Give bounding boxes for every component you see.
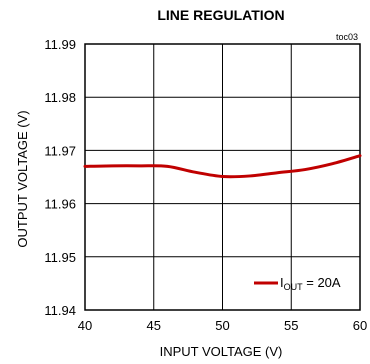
legend-label-sub: OUT — [284, 282, 304, 292]
y-tick-label: 11.95 — [44, 250, 76, 265]
legend-label-tail: = 20A — [303, 275, 341, 290]
series-layer — [83, 154, 362, 179]
x-tick-label: 40 — [78, 318, 92, 333]
y-tick-label: 11.98 — [44, 90, 76, 105]
legend: IOUT = 20A — [254, 275, 341, 292]
y-tick-label: 11.97 — [44, 143, 76, 158]
x-tick-label: 55 — [284, 318, 298, 333]
chart-title: LINE REGULATION — [157, 7, 284, 23]
series-line — [83, 154, 362, 179]
plot-frame — [84, 43, 361, 311]
chart-tag: toc03 — [336, 32, 358, 42]
legend-label: IOUT = 20A — [280, 275, 341, 292]
x-axis-ticks: 40 45 50 55 60 — [78, 318, 367, 333]
y-tick-label: 11.96 — [44, 197, 76, 212]
y-axis-ticks: 11.99 11.98 11.97 11.96 11.95 11.94 — [44, 37, 76, 318]
legend-label-main: I — [280, 275, 284, 290]
x-tick-label: 60 — [353, 318, 367, 333]
y-axis-label: OUTPUT VOLTAGE (V) — [15, 110, 30, 247]
x-tick-label: 45 — [147, 318, 161, 333]
x-tick-label: 50 — [215, 318, 229, 333]
y-tick-label: 11.99 — [44, 37, 76, 52]
x-axis-label: INPUT VOLTAGE (V) — [160, 344, 283, 359]
y-tick-label: 11.94 — [44, 303, 76, 318]
